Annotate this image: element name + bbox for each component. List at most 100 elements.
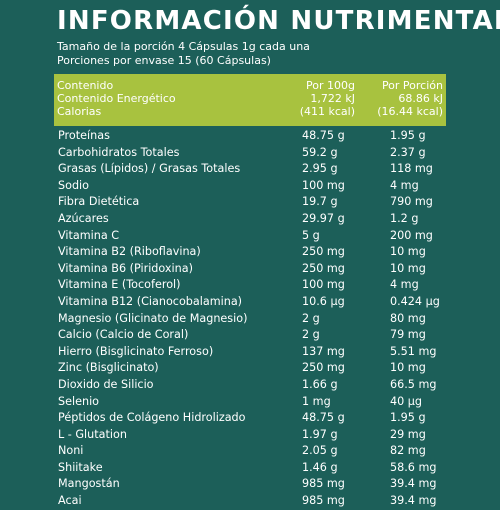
header-value: 1,722 kJ bbox=[310, 92, 355, 105]
table-row: Mangostán 985 mg 39.4 mg bbox=[58, 476, 448, 493]
nutrient-name: Vitamina E (Tocoferol) bbox=[58, 278, 181, 292]
table-row: Sodio 100 mg 4 mg bbox=[58, 178, 448, 195]
nutrient-name: Carbohidratos Totales bbox=[58, 145, 180, 159]
nutrient-table: Proteínas 48.75 g 1.95 g Carbohidratos Tota… bbox=[58, 128, 448, 510]
per-100g-value: 2 g bbox=[302, 328, 320, 342]
per-portion-value: 1.95 g bbox=[390, 129, 426, 142]
nutrient-name: Noni bbox=[58, 444, 84, 458]
nutrient-name: Zinc (Bisglicinato) bbox=[58, 361, 159, 375]
table-row: Zinc (Bisglicinato) 250 mg 10 mg bbox=[58, 360, 448, 377]
per-portion-value: 2.37 g bbox=[390, 145, 426, 159]
per-portion-value: 0.424 µg bbox=[390, 294, 440, 308]
per-100g-value: 5 g bbox=[302, 228, 320, 242]
per-100g-value: 985 mg bbox=[302, 477, 345, 491]
nutrient-name: Fibra Dietética bbox=[58, 195, 140, 209]
per-portion-value: 4 mg bbox=[390, 178, 419, 192]
table-row: Selenio 1 mg 40 µg bbox=[58, 394, 448, 411]
per-100g-value: 250 mg bbox=[302, 361, 345, 375]
per-portion-value: 4 mg bbox=[390, 278, 419, 292]
per-portion-value: 1.95 g bbox=[390, 411, 426, 425]
header-value: (411 kcal) bbox=[299, 105, 355, 118]
per-portion-value: 790 mg bbox=[390, 195, 433, 209]
table-row: Magnesio (Glicinato de Magnesio) 2 g 80 mg bbox=[58, 311, 448, 328]
nutrient-name: Azúcares bbox=[58, 211, 109, 225]
nutrient-name: Dioxido de Silicio bbox=[58, 377, 154, 391]
table-row: Shiitake 1.46 g 58.6 mg bbox=[58, 460, 448, 477]
per-portion-value: 40 µg bbox=[390, 394, 423, 408]
table-row: Vitamina B6 (Piridoxina) 250 mg 10 mg bbox=[58, 261, 448, 278]
per-portion-value: 66.5 mg bbox=[390, 377, 437, 391]
table-header: Contenido Contenido Energético Calorias … bbox=[54, 74, 446, 126]
per-100g-value: 29.97 g bbox=[302, 211, 345, 225]
header-label: Calorias bbox=[57, 105, 102, 118]
header-label: Por 100g bbox=[306, 79, 355, 92]
table-row: L - Glutation 1.97 g 29 mg bbox=[58, 427, 448, 444]
table-row: Proteínas 48.75 g 1.95 g bbox=[58, 128, 448, 145]
header-value: 68.86 kJ bbox=[398, 92, 443, 105]
per-100g-value: 19.7 g bbox=[302, 195, 338, 209]
header-value: (16.44 kcal) bbox=[377, 105, 443, 118]
nutrient-name: Selenio bbox=[58, 394, 100, 408]
nutrient-name: Sodio bbox=[58, 178, 90, 192]
label-title: INFORMACIÓN NUTRIMENTAL bbox=[57, 6, 500, 36]
per-100g-value: 1.97 g bbox=[302, 427, 338, 441]
table-row: Vitamina B12 (Cianocobalamina) 10.6 µg 0.4… bbox=[58, 294, 448, 311]
table-row: Vitamina E (Tocoferol) 100 mg 4 mg bbox=[58, 277, 448, 294]
table-row: Azúcares 29.97 g 1.2 g bbox=[58, 211, 448, 228]
serving-info: Tamaño de la porción 4 Cápsulas 1g cada … bbox=[57, 40, 310, 68]
per-portion-value: 80 mg bbox=[390, 311, 426, 325]
nutrient-name: Vitamina B2 (Riboflavina) bbox=[58, 245, 201, 259]
per-portion-value: 200 mg bbox=[390, 228, 433, 242]
per-100g-value: 48.75 g bbox=[302, 129, 345, 142]
per-100g-value: 48.75 g bbox=[302, 411, 345, 425]
servings-per-container: Porciones por envase 15 (60 Cápsulas) bbox=[57, 54, 271, 67]
per-100g-value: 2.95 g bbox=[302, 162, 338, 176]
per-portion-value: 58.6 mg bbox=[390, 460, 437, 474]
per-100g-value: 1.46 g bbox=[302, 460, 338, 474]
per-100g-value: 1 mg bbox=[302, 394, 331, 408]
table-row: Hierro (Bisglicinato Ferroso) 137 mg 5.51 … bbox=[58, 344, 448, 361]
nutrient-name: L - Glutation bbox=[58, 427, 127, 441]
table-row: Grasas (Lípidos) / Grasas Totales 2.95 g 1… bbox=[58, 161, 448, 178]
per-100g-value: 250 mg bbox=[302, 261, 345, 275]
nutrient-name: Shiitake bbox=[58, 460, 103, 474]
per-portion-value: 118 mg bbox=[390, 162, 433, 176]
per-100g-value: 137 mg bbox=[302, 344, 345, 358]
per-portion-value: 10 mg bbox=[390, 261, 426, 275]
table-row: Carbohidratos Totales 59.2 g 2.37 g bbox=[58, 145, 448, 162]
nutrient-name: Vitamina C bbox=[58, 228, 120, 242]
nutrient-name: Hierro (Bisglicinato Ferroso) bbox=[58, 344, 214, 358]
nutrient-name: Vitamina B12 (Cianocobalamina) bbox=[58, 294, 243, 308]
per-100g-value: 100 mg bbox=[302, 278, 345, 292]
nutrient-name: Proteínas bbox=[58, 129, 110, 142]
per-100g-value: 100 mg bbox=[302, 178, 345, 192]
nutrient-name: Magnesio (Glicinato de Magnesio) bbox=[58, 311, 248, 325]
table-row: Dioxido de Silicio 1.66 g 66.5 mg bbox=[58, 377, 448, 394]
per-100g-value: 250 mg bbox=[302, 245, 345, 259]
table-row: Calcio (Calcio de Coral) 2 g 79 mg bbox=[58, 327, 448, 344]
table-row: Péptidos de Colágeno Hidrolizado 48.75 g 1… bbox=[58, 410, 448, 427]
per-100g-value: 10.6 µg bbox=[302, 294, 345, 308]
nutrient-name: Péptidos de Colágeno Hidrolizado bbox=[58, 411, 246, 425]
per-portion-value: 82 mg bbox=[390, 444, 426, 458]
nutrient-name: Mangostán bbox=[58, 477, 120, 491]
per-100g-value: 59.2 g bbox=[302, 145, 338, 159]
table-row: Vitamina B2 (Riboflavina) 250 mg 10 mg bbox=[58, 244, 448, 261]
table-row: Vitamina C 5 g 200 mg bbox=[58, 228, 448, 245]
per-100g-value: 2.05 g bbox=[302, 444, 338, 458]
header-col-portion: Por Porción 68.86 kJ (16.44 kcal) bbox=[371, 79, 443, 118]
table-row: Acai 985 mg 39.4 mg bbox=[58, 493, 448, 510]
per-100g-value: 985 mg bbox=[302, 494, 345, 508]
per-portion-value: 5.51 mg bbox=[390, 344, 437, 358]
header-col-content: Contenido Contenido Energético Calorias bbox=[57, 79, 176, 118]
nutrient-name: Calcio (Calcio de Coral) bbox=[58, 328, 189, 342]
table-row: Fibra Dietética 19.7 g 790 mg bbox=[58, 194, 448, 211]
serving-size: Tamaño de la porción 4 Cápsulas 1g cada … bbox=[57, 40, 310, 53]
header-label: Contenido bbox=[57, 79, 114, 92]
nutrient-name: Vitamina B6 (Piridoxina) bbox=[58, 261, 193, 275]
per-portion-value: 10 mg bbox=[390, 361, 426, 375]
per-portion-value: 39.4 mg bbox=[390, 477, 437, 491]
table-row: Noni 2.05 g 82 mg bbox=[58, 443, 448, 460]
header-label: Contenido Energético bbox=[57, 92, 176, 105]
nutrient-name: Acai bbox=[58, 494, 82, 508]
